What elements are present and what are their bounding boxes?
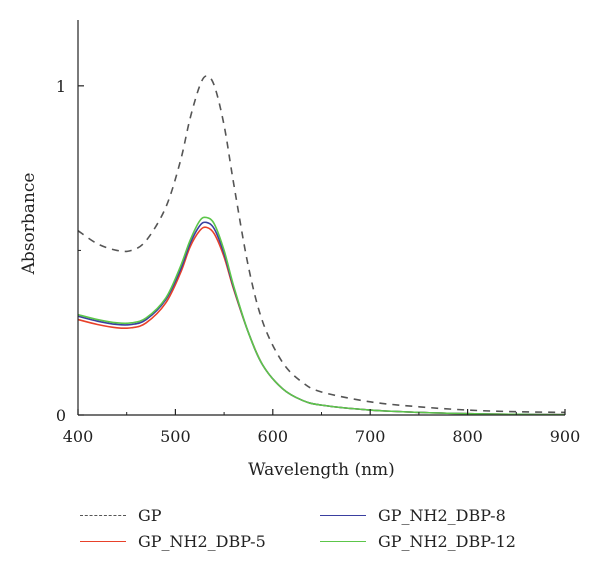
- y-axis-label: Absorbance: [19, 173, 39, 276]
- x-tick-label: 500: [160, 427, 191, 446]
- x-tick-label: 700: [355, 427, 386, 446]
- series-line-gp-nh2-dbp-12: [77, 216, 566, 416]
- x-tick-label: 600: [258, 427, 289, 446]
- plot-layer: [77, 75, 566, 416]
- x-axis-label: Wavelength (nm): [248, 460, 395, 480]
- x-tick-label: 900: [550, 427, 581, 446]
- y-tick-label: 1: [56, 77, 66, 96]
- x-tick-label: 400: [63, 427, 94, 446]
- axes-layer: Wavelength (nm) Absorbance 400 500 600 700 8…: [19, 20, 580, 480]
- y-tick-label: 0: [56, 406, 66, 425]
- series-line-gp: [77, 75, 566, 414]
- series-line-gp-nh2-dbp-5: [77, 226, 566, 416]
- x-tick-label: 800: [452, 427, 483, 446]
